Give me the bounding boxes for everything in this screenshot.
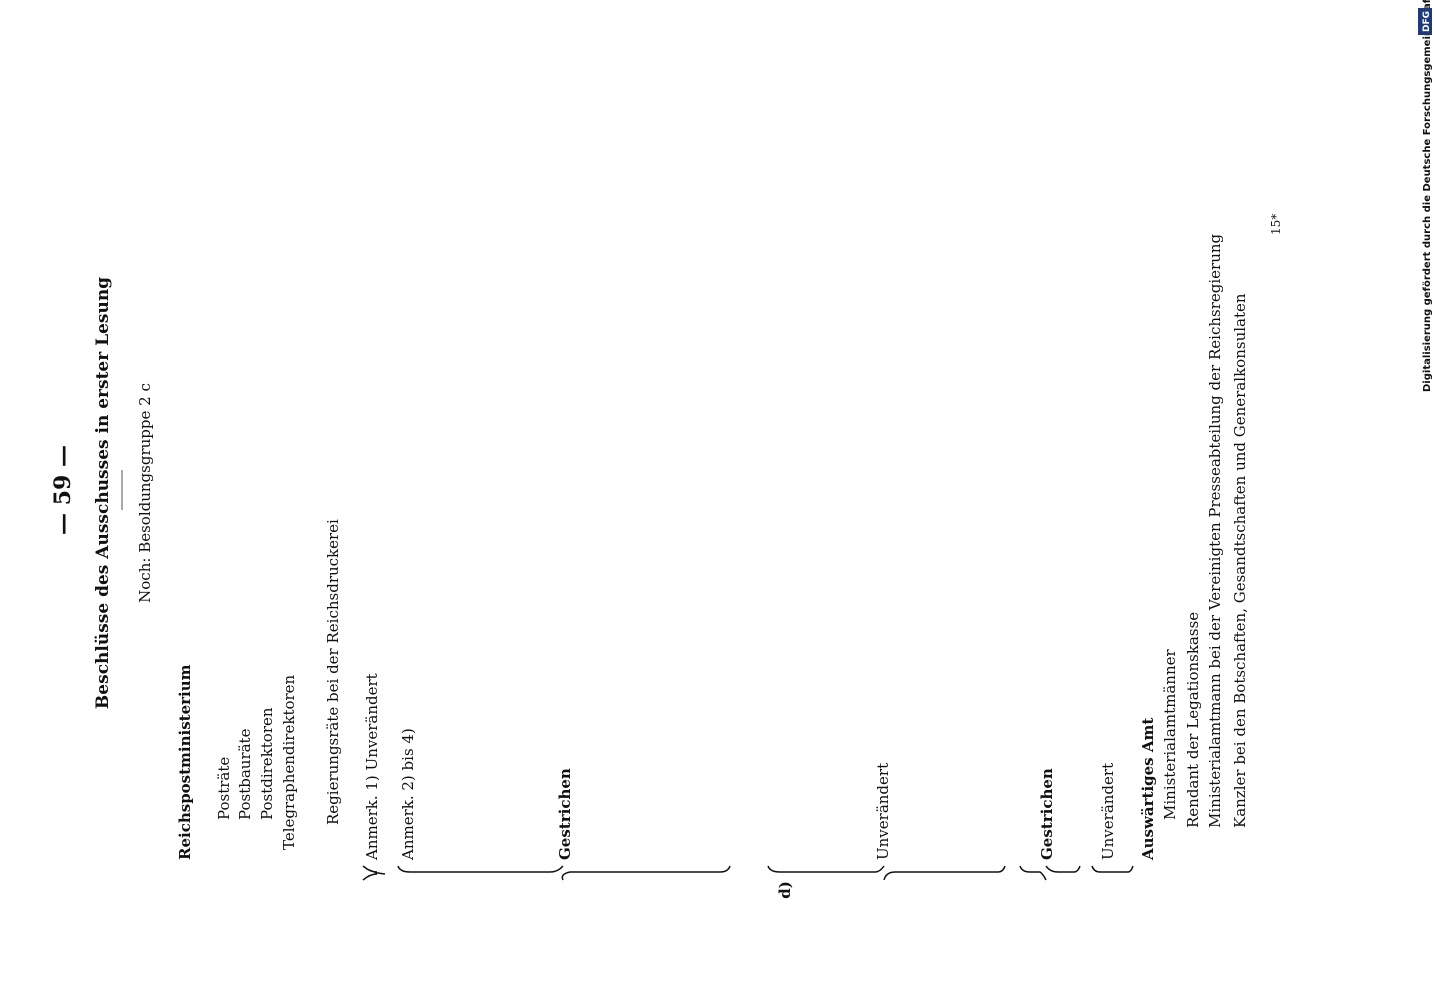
item: Ministerialamtmänner [1161,649,1179,820]
section-heading: Reichspostministerium [176,664,194,860]
decision: Anmerk. 1) Unverändert [363,673,381,861]
item: Kanzler bei den Botschaften, Gesandtscha… [1231,293,1249,828]
section-heading: Regierungsräte bei der Reichsdruckerei [324,519,342,825]
decision: Gestrichen [556,768,574,860]
decision: d) [776,881,794,899]
funding-note: Digitalisierung gefördert durch die Deut… [1422,0,1433,392]
brace [397,865,731,881]
brace [1091,865,1134,873]
item: Postdirektoren [258,707,276,820]
item: Postbauräte [236,728,254,820]
page-mark: 15* [1269,214,1283,235]
subtitle: Noch: Besoldungsgruppe 2 c [136,383,154,603]
page-number: — 59 — [50,445,76,535]
decision: Anmerk. 2) bis 4) [399,728,417,861]
decision: Gestrichen [1038,768,1056,860]
brace [767,865,1006,881]
funder-logo: DFG [1422,11,1432,32]
item: Ministerialamtmann bei der Vereinigten P… [1206,233,1224,828]
logo-box [1418,8,1432,35]
item: Telegraphendirektoren [280,674,298,850]
brace [362,865,386,881]
item: Rendant der Legationskasse [1184,612,1202,828]
brace [1019,865,1081,881]
item: Posträte [215,757,233,820]
section-heading: Auswärtiges Amt [1139,718,1157,861]
decision: Unverändert [1099,763,1117,860]
title: Beschlüsse des Ausschusses in erster Les… [93,277,113,709]
decision: Unverändert [874,763,892,860]
